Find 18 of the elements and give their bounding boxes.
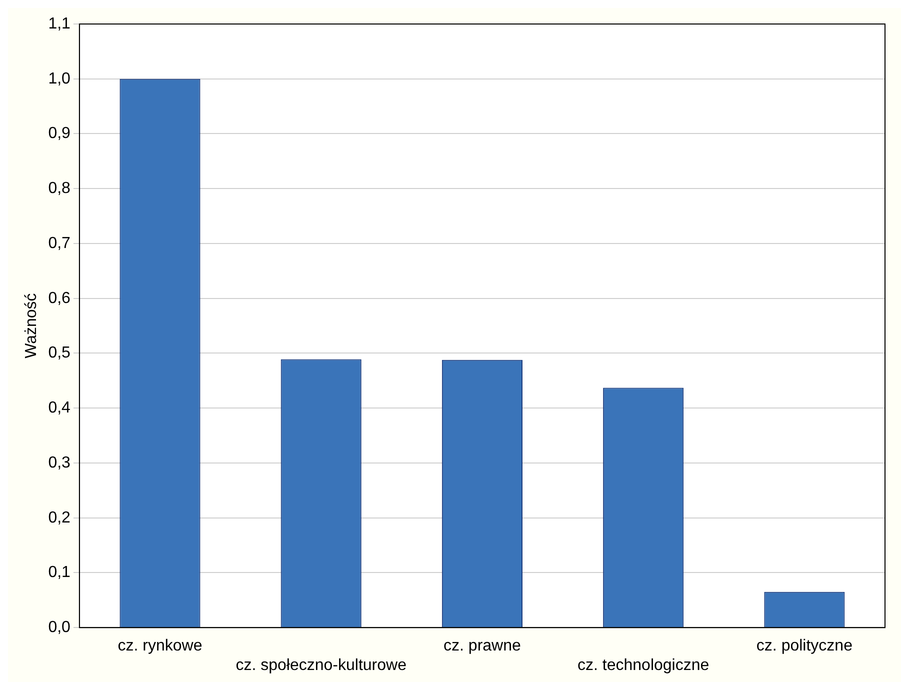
y-tick-label: 0,0 [48,619,71,636]
y-tick-label: 0,7 [48,234,71,252]
y-tick-label: 0,9 [48,125,71,142]
y-axis-title: Ważność [23,293,40,358]
y-tick-label: 0,4 [48,400,71,417]
x-tick-label: cz. społeczno-kulturowe [236,656,407,674]
x-tick-label: cz. prawne [444,638,521,655]
y-tick-label: 0,1 [48,564,71,582]
y-tick-label: 0,2 [48,509,71,526]
y-tick-label: 0,5 [48,344,71,362]
y-tick-label: 1,0 [48,70,71,88]
x-tick-label: cz. polityczne [756,638,853,655]
y-tick-label: 0,6 [48,290,71,307]
x-tick-label: cz. technologiczne [578,656,710,674]
y-tick-label: 0,8 [48,180,71,198]
y-tick-label: 1,1 [48,15,71,32]
x-tick-label: cz. rynkowe [118,638,202,655]
y-tick-label: 0,3 [48,454,71,472]
